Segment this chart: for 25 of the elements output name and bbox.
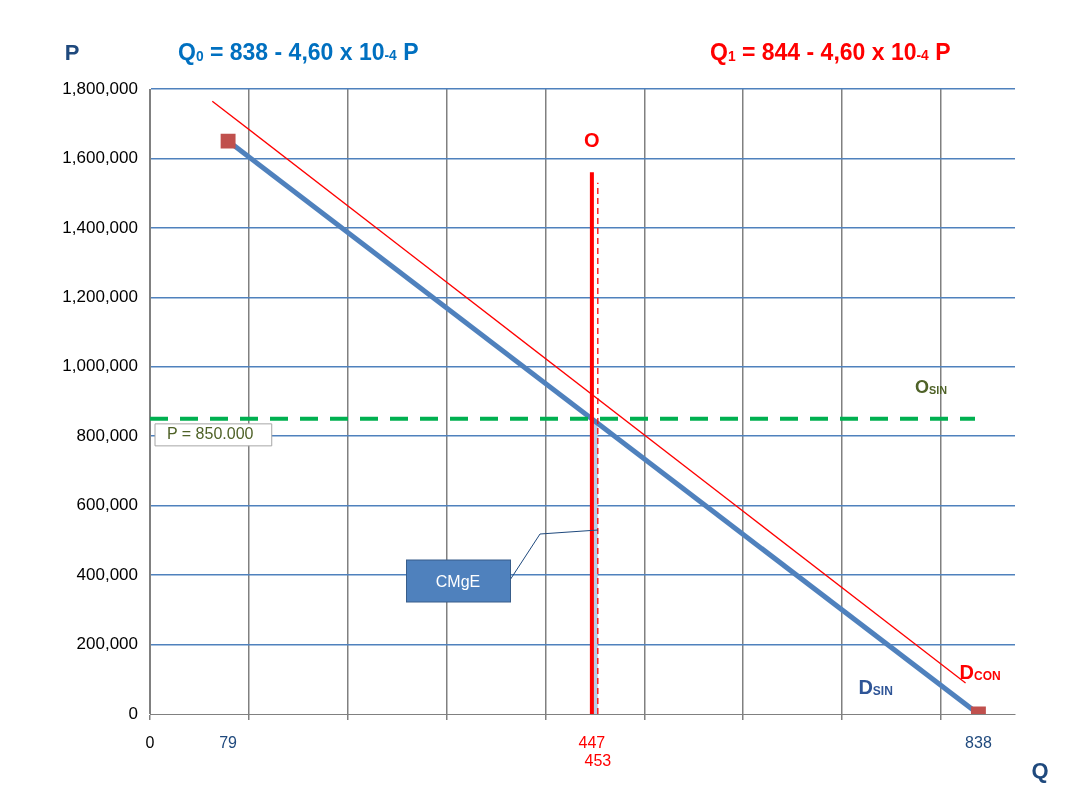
annotation: P = 850.000	[167, 425, 254, 443]
x-axis-title: Q	[1031, 758, 1049, 783]
annotation: 453	[584, 752, 612, 770]
text: Q1 = 844 - 4,60 x 10-4 P	[710, 39, 951, 65]
y-tick-label: 1,600,000	[62, 148, 138, 168]
callout: CMgE	[405, 528, 600, 605]
series-label: DSIN	[858, 676, 893, 698]
x-tick-label: 447	[578, 734, 606, 752]
x-tick-label: 79	[219, 734, 238, 752]
text: Q0 = 838 - 4,60 x 10-4 P	[178, 39, 419, 65]
y-tick-label: 800,000	[76, 425, 138, 445]
y-tick-label: 1,200,000	[62, 287, 138, 307]
y-tick-label: 200,000	[76, 634, 138, 654]
series-label: O	[584, 129, 600, 152]
annotation: CMgE	[435, 573, 481, 591]
x-tick-label: 0	[145, 734, 155, 752]
x-tick-label: 838	[965, 734, 992, 752]
y-tick-label: 1,000,000	[62, 356, 138, 376]
y-tick-label: 400,000	[76, 564, 138, 584]
y-tick-label: 1,400,000	[62, 217, 138, 237]
series-label: DCON	[959, 661, 1001, 684]
y-tick-label: 1,800,000	[62, 78, 138, 98]
y-tick-label: 600,000	[76, 495, 138, 515]
y-axis-title: P	[64, 40, 80, 65]
y-tick-label: 0	[128, 703, 138, 723]
